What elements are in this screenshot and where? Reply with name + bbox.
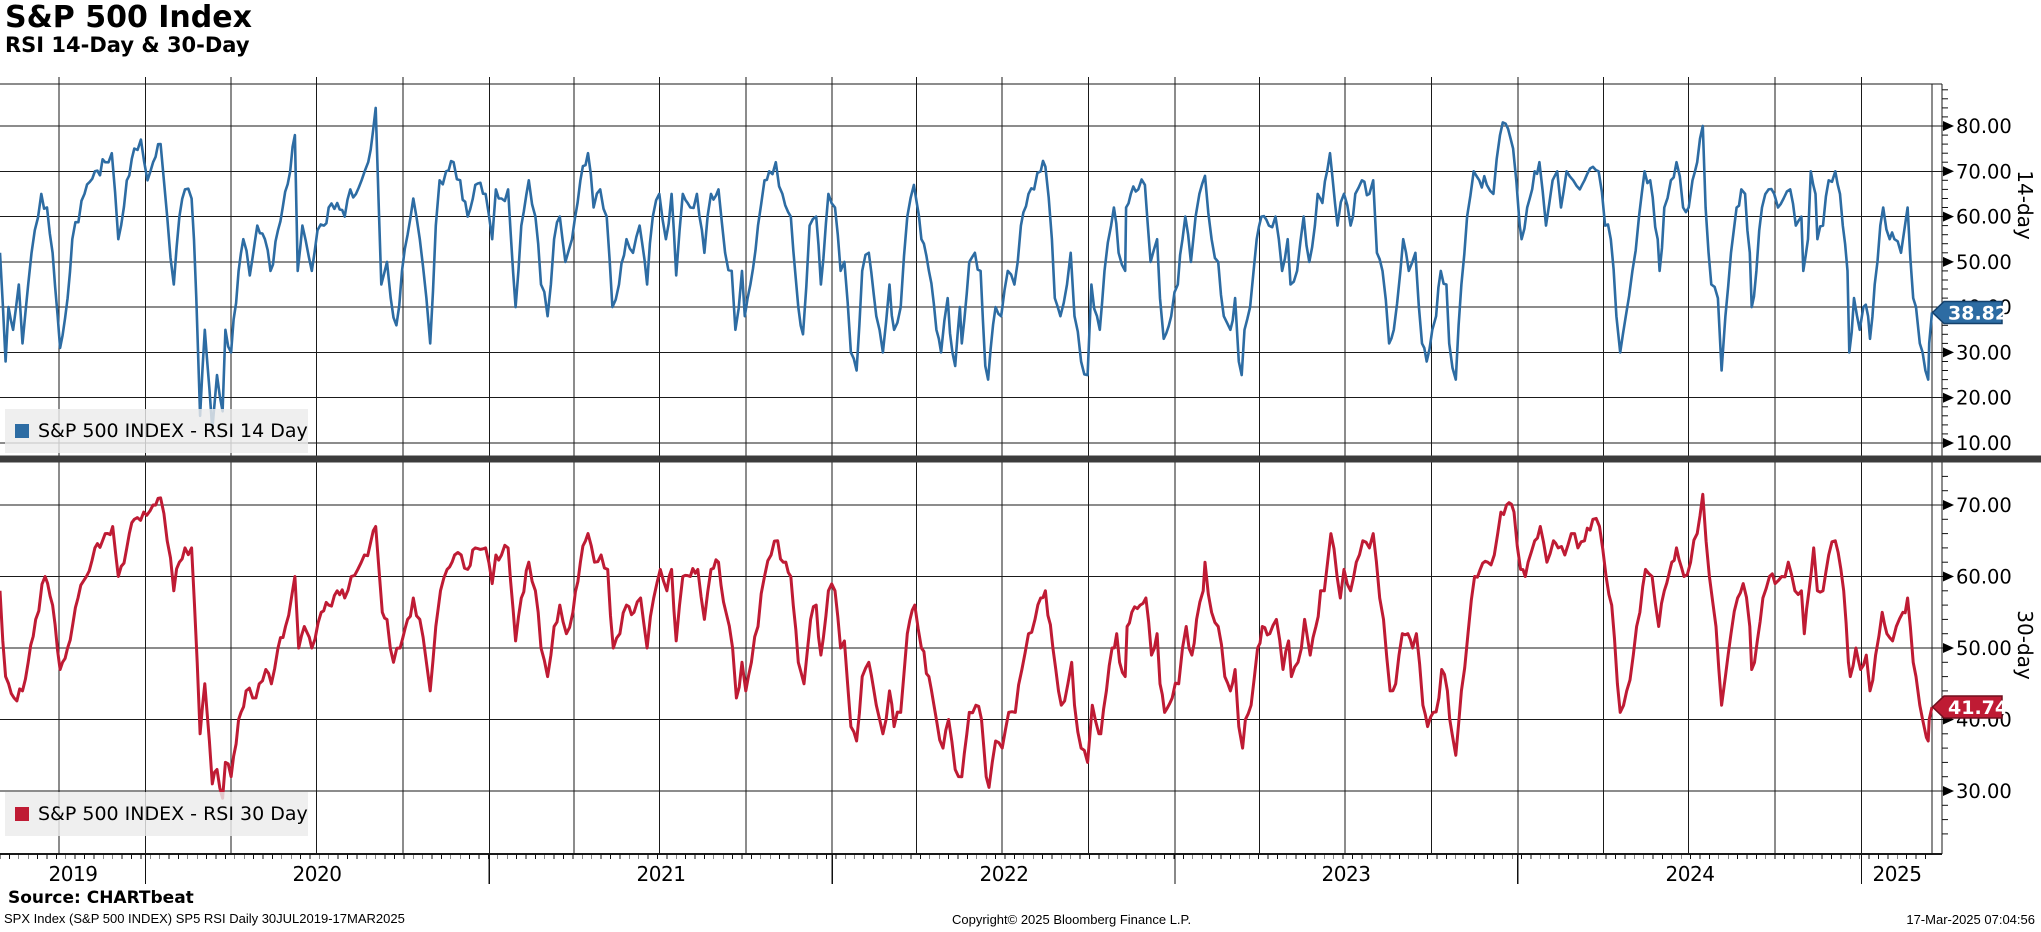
badge-value: 38.82 <box>1948 302 2008 324</box>
last-value-badge-14-day: 38.82 <box>1931 300 2008 324</box>
axis-title-30-day: 30-day <box>2013 610 2037 680</box>
year-label-2024: 2024 <box>1665 862 1715 886</box>
y-tick-label: 50.00 <box>1956 637 2012 660</box>
y-tick-label: 60.00 <box>1956 566 2012 589</box>
x-axis-ticks <box>0 854 1926 884</box>
last-value-badge-30-day: 41.74 <box>1931 695 2008 719</box>
year-label-2025: 2025 <box>1872 862 1922 886</box>
rsi14-series-line <box>0 106 1934 431</box>
y-tick-label: 70.00 <box>1956 160 2012 183</box>
timestamp: 17-Mar-2025 07:04:56 <box>1906 912 2035 927</box>
year-label-2019: 2019 <box>48 862 98 886</box>
rsi30-series-line <box>0 492 1934 800</box>
panel-divider <box>0 455 2041 463</box>
legend-rsi30[interactable]: S&P 500 INDEX - RSI 30 Day <box>5 792 308 836</box>
legend-label-rsi30: S&P 500 INDEX - RSI 30 Day <box>38 803 308 825</box>
legend-swatch-rsi14-icon <box>15 424 29 438</box>
gridlines <box>0 77 1943 855</box>
year-label-2022: 2022 <box>979 862 1029 886</box>
y-tick-label: 50.00 <box>1956 251 2012 274</box>
y-tick-label: 30.00 <box>1956 341 2012 364</box>
page-title: S&P 500 Index <box>5 0 252 35</box>
axis-title-14-day: 14-day <box>2013 170 2037 240</box>
y-tick-label: 30.00 <box>1956 780 2012 803</box>
y-tick-label: 80.00 <box>1956 115 2012 138</box>
legend-label-rsi14: S&P 500 INDEX - RSI 14 Day <box>38 420 308 442</box>
year-label-2023: 2023 <box>1321 862 1371 886</box>
page-subtitle: RSI 14-Day & 30-Day <box>5 33 250 57</box>
y-tick-label: 10.00 <box>1956 432 2012 455</box>
year-label-2021: 2021 <box>636 862 686 886</box>
y-tick-label: 20.00 <box>1956 387 2012 410</box>
security-meta: SPX Index (S&P 500 INDEX) SP5 RSI Daily … <box>4 911 405 926</box>
legend-rsi14[interactable]: S&P 500 INDEX - RSI 14 Day <box>5 409 308 453</box>
badge-value: 41.74 <box>1948 697 2008 719</box>
copyright-note: Copyright© 2025 Bloomberg Finance L.P. <box>952 912 1192 927</box>
source-note: Source: CHARTbeat <box>8 888 194 908</box>
legend-swatch-rsi30-icon <box>15 807 29 821</box>
y-tick-label: 70.00 <box>1956 494 2012 517</box>
year-label-2020: 2020 <box>292 862 342 886</box>
y-tick-label: 60.00 <box>1956 206 2012 229</box>
